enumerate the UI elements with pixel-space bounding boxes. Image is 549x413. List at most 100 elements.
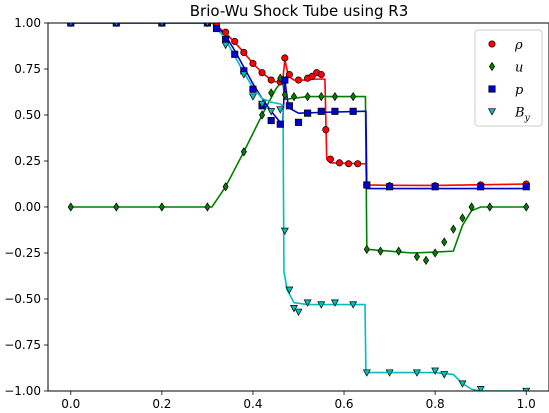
series-3-point xyxy=(431,183,439,191)
series-1-point xyxy=(267,76,275,84)
series-2-point xyxy=(222,182,229,192)
series-4-point xyxy=(349,301,358,309)
series-1-point xyxy=(322,126,330,134)
series-1-point xyxy=(281,54,289,62)
legend-label: u xyxy=(515,61,523,76)
series-1-point xyxy=(345,160,353,168)
series-4-point xyxy=(285,286,294,294)
series-3-point xyxy=(276,120,284,128)
series-2-point xyxy=(268,88,275,98)
series-2-point xyxy=(363,244,370,254)
legend-marker xyxy=(488,61,496,72)
series-4-point xyxy=(303,299,312,307)
series-1-point xyxy=(240,48,248,56)
series-1-line xyxy=(70,23,527,187)
series-4-point xyxy=(248,93,257,101)
series-1-point xyxy=(317,70,325,79)
series-3-point xyxy=(477,183,485,191)
y-tick-label: −1.00 xyxy=(4,384,41,398)
legend-marker xyxy=(488,85,496,93)
series-4-point xyxy=(294,308,303,317)
series-2-point xyxy=(423,255,430,266)
legend-marker xyxy=(488,108,496,116)
series-2-point xyxy=(377,246,384,256)
series-4-point xyxy=(221,41,230,50)
series-2-point xyxy=(432,248,439,258)
x-tick-label: 0.6 xyxy=(334,397,353,411)
series-3-point xyxy=(304,109,312,117)
series-3-point xyxy=(294,118,303,126)
series-4-point xyxy=(440,371,449,379)
series-1-point xyxy=(249,59,257,68)
series-2-line xyxy=(70,77,527,254)
series-2-point xyxy=(441,237,448,247)
series-4-point xyxy=(239,71,248,79)
y-tick-label: 0.25 xyxy=(14,154,41,168)
series-2-point xyxy=(290,91,297,102)
legend-marker xyxy=(488,40,496,48)
legend-box xyxy=(474,29,543,127)
series-2-point xyxy=(459,213,466,223)
series-3-point xyxy=(522,183,530,191)
series-2-point xyxy=(240,147,247,157)
series-3-point xyxy=(212,24,221,33)
y-tick-label: 0.75 xyxy=(14,62,41,76)
series-3-point xyxy=(249,85,257,93)
series-4-point xyxy=(330,299,339,307)
series-1-point xyxy=(231,37,239,45)
series-3-point xyxy=(349,107,357,115)
series-4-point xyxy=(276,106,285,114)
series-2-point xyxy=(318,91,325,102)
x-tick-label: 0.0 xyxy=(61,397,80,411)
y-tick-label: 1.00 xyxy=(14,16,41,30)
series-2-point xyxy=(350,91,357,102)
series-2-point xyxy=(304,91,311,102)
series-1-point xyxy=(326,155,334,163)
y-tick-label: −0.25 xyxy=(4,246,41,260)
series-2-point xyxy=(281,90,288,100)
series-1-point xyxy=(354,160,362,168)
series-4-point xyxy=(289,305,298,313)
series-2-point xyxy=(468,202,475,212)
x-tick-label: 0.4 xyxy=(243,397,262,411)
series-4-point xyxy=(522,387,531,391)
plot-markers xyxy=(67,23,531,391)
series-2-point xyxy=(67,202,74,212)
series-4-point xyxy=(362,369,371,377)
series-2-point xyxy=(413,252,420,262)
legend-label: ρ xyxy=(514,38,523,53)
series-2-point xyxy=(450,224,457,234)
series-2-point xyxy=(259,110,266,120)
series-3-point xyxy=(317,107,325,115)
series-2-point xyxy=(395,246,402,256)
legend-label: By xyxy=(514,106,531,124)
series-3-point xyxy=(267,116,275,125)
series-1-point xyxy=(335,159,344,167)
series-2-point xyxy=(158,202,165,212)
series-3-line xyxy=(70,23,527,190)
series-3-point xyxy=(386,183,394,191)
y-tick-label: 0.00 xyxy=(14,200,41,214)
y-tick-label: −0.50 xyxy=(4,292,41,306)
series-4-point xyxy=(385,369,394,377)
series-2-point xyxy=(113,202,120,212)
series-4-point xyxy=(267,108,276,116)
series-3-point xyxy=(363,181,371,189)
series-1-point xyxy=(294,76,303,84)
series-4-point xyxy=(476,386,485,391)
series-4-point xyxy=(280,227,289,236)
series-1-point xyxy=(222,28,230,36)
series-4-point xyxy=(317,301,326,309)
series-3-point xyxy=(285,102,293,110)
legend: ρup By xyxy=(474,29,543,127)
series-3-point xyxy=(281,76,289,84)
series-2-point xyxy=(523,202,530,212)
y-tick-label: 0.50 xyxy=(14,108,41,122)
y-tick-label: −0.75 xyxy=(4,338,41,352)
series-1-point xyxy=(258,69,266,77)
axes: 0.0 0.2 0.4 0.6 0.8 1.0 −1.00 −0.75 −0.50 −0.25 0.… xyxy=(4,16,549,411)
series-3-point xyxy=(222,36,230,44)
series-1-point xyxy=(308,72,316,80)
series-3-point xyxy=(231,50,239,58)
